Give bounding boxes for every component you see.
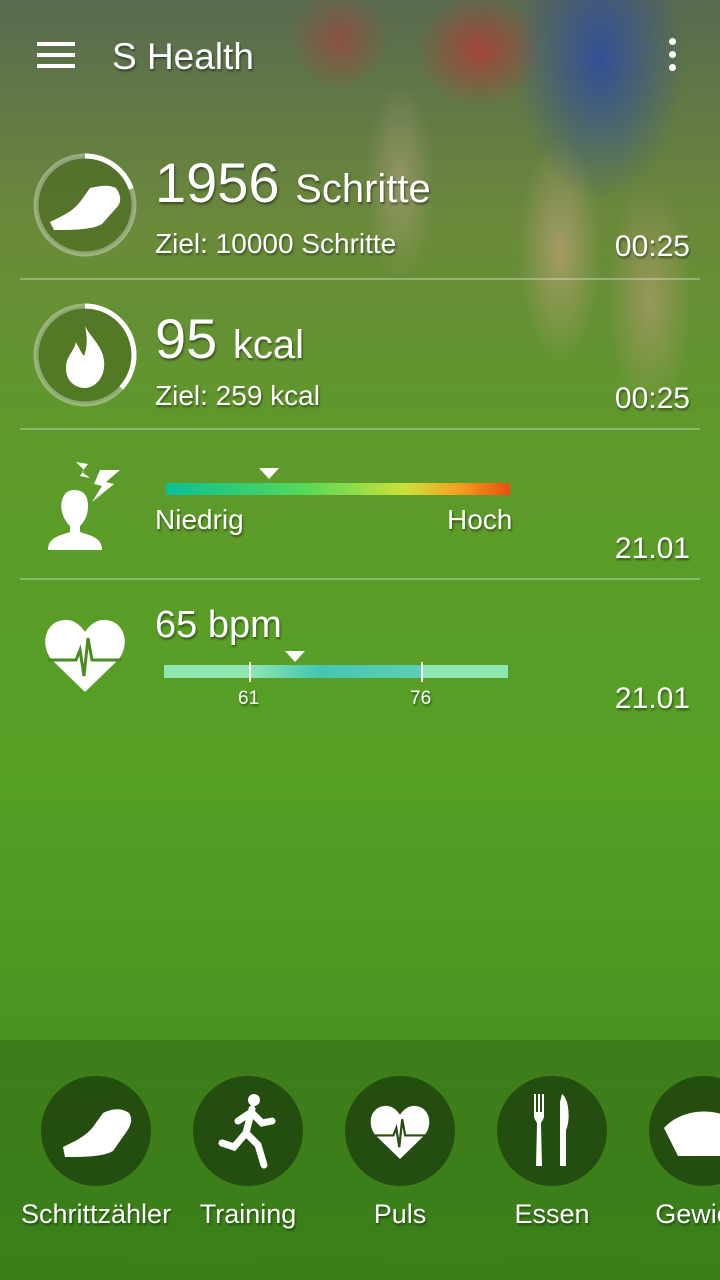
app-title: S Health bbox=[112, 36, 254, 77]
runner-icon bbox=[218, 1094, 276, 1169]
dock-item-pedometer[interactable]: Schrittzähler bbox=[21, 1076, 171, 1231]
dock-item-weight[interactable]: Gewicht bbox=[629, 1076, 720, 1231]
heart-rate-range-bar bbox=[164, 665, 508, 678]
calories-time: 00:25 bbox=[614, 382, 690, 415]
heart-rate-card[interactable]: 65 bpm 61 76 21.01 bbox=[20, 590, 700, 730]
stress-high-label: Hoch bbox=[447, 504, 513, 535]
steps-card[interactable]: 1956 Schritte Ziel: 10000 Schritte 00:25 bbox=[20, 140, 700, 280]
steps-time: 00:25 bbox=[614, 230, 690, 263]
heart-rate-value: 65 bpm bbox=[155, 604, 282, 646]
calories-value: 95 kcal bbox=[155, 307, 304, 370]
range-high-label: 76 bbox=[410, 688, 432, 709]
fork-knife-icon bbox=[534, 1094, 569, 1166]
flame-icon bbox=[66, 326, 105, 388]
stress-card[interactable]: Niedrig Hoch 21.01 bbox=[20, 440, 700, 580]
dock-item-food[interactable]: Essen bbox=[477, 1076, 627, 1231]
heart-pulse-icon bbox=[370, 1105, 430, 1159]
steps-goal: Ziel: 10000 Schritte bbox=[155, 228, 397, 259]
heart-rate-marker bbox=[285, 651, 305, 662]
range-low-label: 61 bbox=[238, 688, 260, 709]
range-tick-high bbox=[421, 662, 423, 682]
heart-pulse-icon bbox=[45, 619, 125, 692]
calories-goal: Ziel: 259 kcal bbox=[155, 380, 320, 411]
calories-progress-ring bbox=[33, 303, 137, 407]
stress-low-label: Niedrig bbox=[155, 504, 244, 535]
more-options-icon[interactable] bbox=[664, 38, 680, 78]
dock-item-training[interactable]: Training bbox=[173, 1076, 323, 1231]
shortcut-dock: Schrittzähler Training Puls Essen Gewich… bbox=[0, 1040, 720, 1280]
shoe-icon bbox=[63, 1109, 132, 1157]
stress-head-icon bbox=[48, 462, 120, 550]
steps-value: 1956 Schritte bbox=[155, 151, 431, 214]
steps-progress-ring bbox=[33, 153, 137, 257]
range-tick-low bbox=[249, 662, 251, 682]
stress-gradient-bar bbox=[166, 483, 510, 495]
scale-icon bbox=[664, 1111, 720, 1156]
stress-time: 21.01 bbox=[614, 532, 690, 565]
heart-rate-time: 21.01 bbox=[614, 682, 690, 715]
dock-item-pulse[interactable]: Puls bbox=[325, 1076, 475, 1231]
menu-icon[interactable] bbox=[37, 42, 75, 72]
shoe-icon bbox=[50, 185, 121, 230]
calories-card[interactable]: 95 kcal Ziel: 259 kcal 00:25 bbox=[20, 290, 700, 430]
stress-level-marker bbox=[259, 468, 280, 479]
app-bar: S Health bbox=[0, 0, 720, 112]
